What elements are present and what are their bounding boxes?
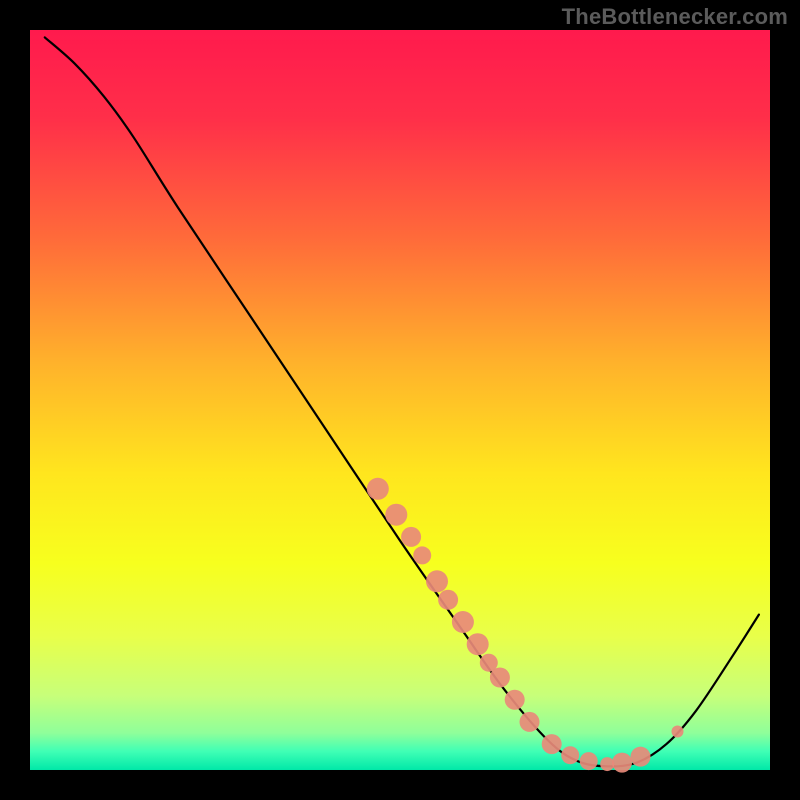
- marker-point: [600, 757, 614, 771]
- marker-point: [612, 753, 632, 773]
- marker-point: [385, 504, 407, 526]
- marker-point: [467, 633, 489, 655]
- marker-point: [490, 668, 510, 688]
- marker-point: [505, 690, 525, 710]
- marker-point: [542, 734, 562, 754]
- marker-point: [672, 726, 684, 738]
- chart-container: TheBottlenecker.com: [0, 0, 800, 800]
- marker-point: [401, 527, 421, 547]
- marker-point: [561, 746, 579, 764]
- bottleneck-curve-chart: [0, 0, 800, 800]
- marker-point: [438, 590, 458, 610]
- plot-background: [30, 30, 770, 770]
- attribution-label: TheBottlenecker.com: [562, 4, 788, 30]
- marker-point: [367, 478, 389, 500]
- marker-point: [520, 712, 540, 732]
- marker-point: [452, 611, 474, 633]
- marker-point: [580, 752, 598, 770]
- marker-point: [413, 546, 431, 564]
- marker-point: [426, 570, 448, 592]
- marker-point: [631, 747, 651, 767]
